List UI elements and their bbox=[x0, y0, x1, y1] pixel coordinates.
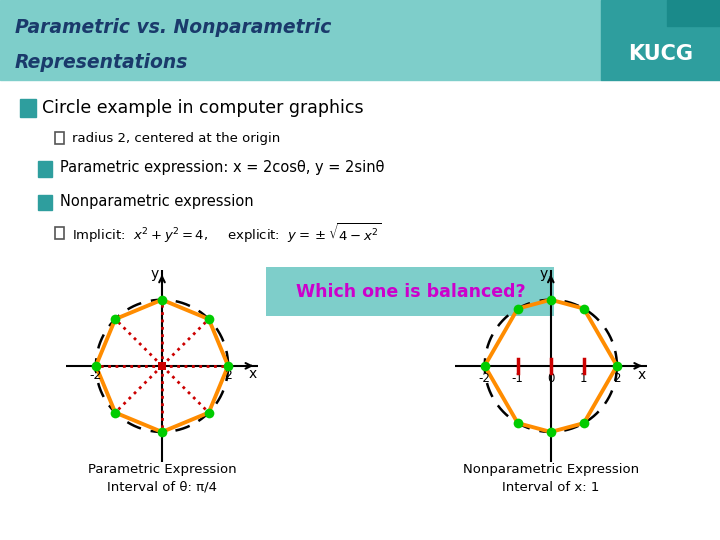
Text: y: y bbox=[150, 267, 159, 281]
Text: x: x bbox=[249, 367, 257, 381]
Bar bbox=[38, 161, 52, 177]
Text: radius 2, centered at the origin: radius 2, centered at the origin bbox=[72, 132, 280, 145]
Bar bbox=[55, 132, 64, 144]
Text: Nonparametric expression: Nonparametric expression bbox=[60, 194, 253, 209]
Text: 1: 1 bbox=[580, 372, 588, 385]
Text: y: y bbox=[539, 267, 548, 281]
Text: Which one is balanced?: Which one is balanced? bbox=[296, 282, 525, 301]
Text: Graphics Lab @ Korea University: Graphics Lab @ Korea University bbox=[516, 511, 709, 524]
Text: Parametric expression: x = 2cosθ, y = 2sinθ: Parametric expression: x = 2cosθ, y = 2s… bbox=[60, 160, 384, 175]
Text: 2: 2 bbox=[224, 369, 232, 382]
Text: KUCG: KUCG bbox=[628, 44, 693, 64]
Bar bbox=[20, 99, 36, 117]
Bar bbox=[667, 0, 720, 25]
Text: 0: 0 bbox=[547, 372, 554, 385]
Text: http://kucg.korea.ac.kr: http://kucg.korea.ac.kr bbox=[11, 511, 145, 524]
Text: Interval of θ: π/4: Interval of θ: π/4 bbox=[107, 481, 217, 494]
Text: Implicit:  $x^2 + y^2 = 4,$    explicit:  $y = \pm\sqrt{4 - x^2}$: Implicit: $x^2 + y^2 = 4,$ explicit: $y … bbox=[72, 221, 382, 245]
Text: Representations: Representations bbox=[15, 53, 189, 72]
Text: Parametric vs. Nonparametric: Parametric vs. Nonparametric bbox=[15, 18, 331, 37]
Text: 2: 2 bbox=[613, 372, 621, 385]
Bar bbox=[55, 227, 64, 239]
Text: -1: -1 bbox=[512, 372, 523, 385]
Bar bbox=[38, 194, 52, 210]
Text: Circle example in computer graphics: Circle example in computer graphics bbox=[42, 99, 364, 117]
Text: x: x bbox=[638, 368, 646, 382]
Text: Parametric Expression: Parametric Expression bbox=[88, 463, 236, 476]
Text: -2: -2 bbox=[90, 369, 102, 382]
Text: -2: -2 bbox=[479, 372, 490, 385]
Text: Nonparametric Expression: Nonparametric Expression bbox=[463, 463, 639, 476]
Text: Interval of x: 1: Interval of x: 1 bbox=[502, 481, 600, 494]
